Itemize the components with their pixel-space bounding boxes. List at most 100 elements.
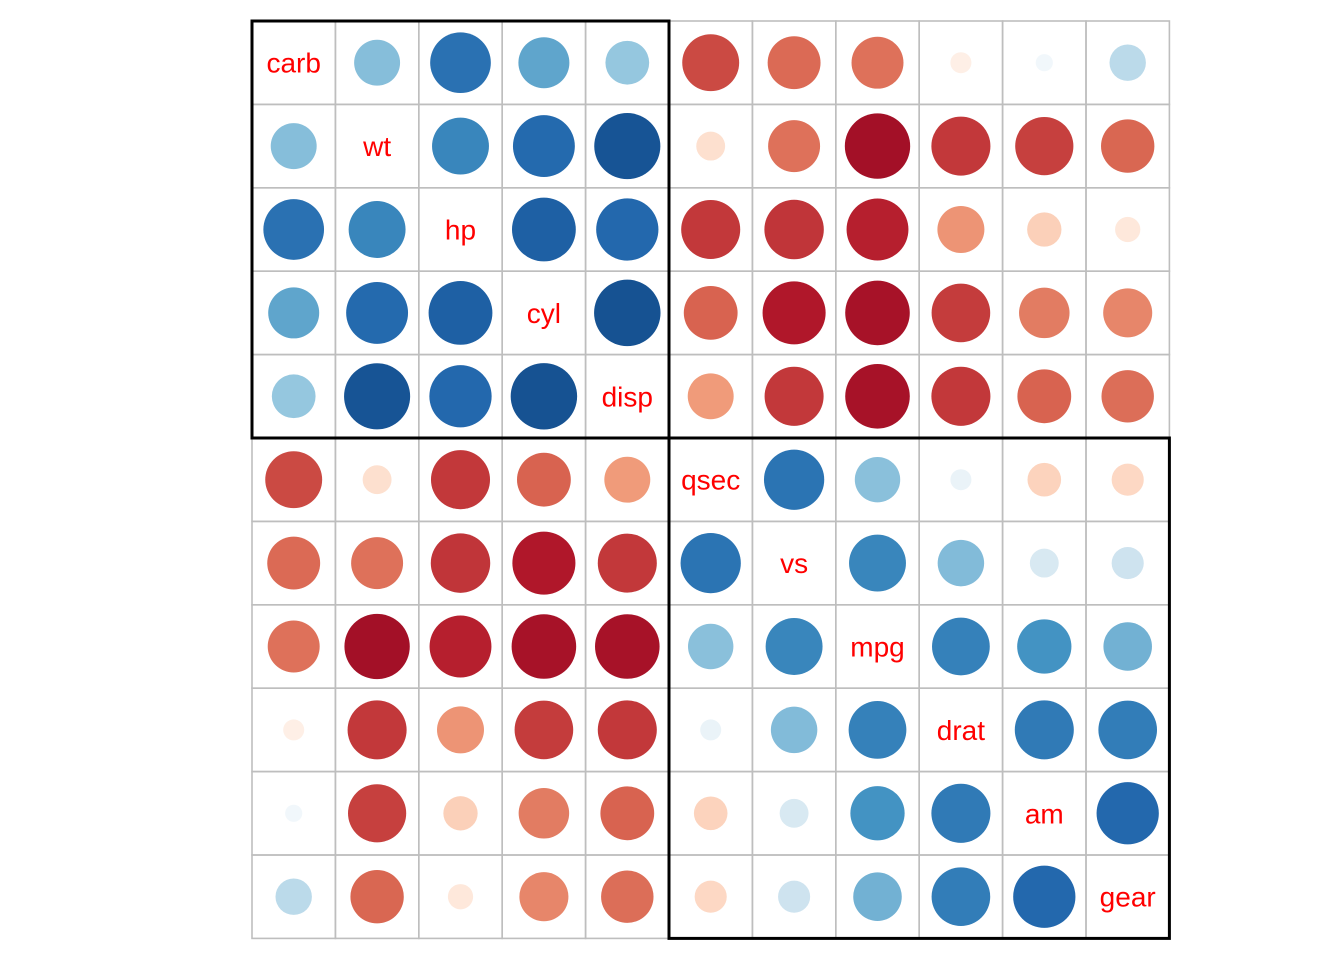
correlation-circle-qsec-carb	[265, 451, 323, 509]
variable-label-wt: wt	[362, 131, 391, 162]
correlation-circle-cyl-drat	[931, 283, 991, 343]
correlation-circle-disp-vs	[764, 366, 824, 426]
correlation-circle-qsec-gear	[1111, 463, 1144, 496]
correlation-circle-cyl-qsec	[683, 285, 738, 340]
correlation-circle-vs-mpg	[849, 534, 906, 592]
correlation-circle-gear-vs	[778, 880, 811, 913]
correlation-circle-gear-hp	[447, 884, 474, 910]
correlation-circle-vs-drat	[937, 539, 985, 587]
correlation-circle-gear-am	[1013, 865, 1076, 928]
correlation-circle-cyl-am	[1019, 287, 1070, 339]
correlation-circle-wt-mpg	[844, 113, 911, 179]
correlation-circle-mpg-cyl	[511, 614, 577, 679]
correlation-circle-mpg-hp	[429, 615, 492, 678]
correlation-circle-cyl-carb	[268, 287, 320, 339]
correlation-circle-wt-vs	[768, 120, 821, 173]
correlation-circle-vs-qsec	[680, 532, 741, 594]
correlation-circle-disp-am	[1017, 369, 1072, 424]
correlation-circle-mpg-qsec	[688, 623, 734, 670]
correlation-circle-wt-drat	[931, 116, 991, 176]
correlation-circle-qsec-mpg	[854, 457, 901, 503]
variable-label-disp: disp	[602, 381, 653, 412]
correlation-circle-gear-qsec	[694, 880, 727, 913]
cluster-boxes	[250, 19, 1171, 940]
correlation-circle-am-mpg	[850, 786, 905, 841]
variable-label-carb: carb	[266, 48, 320, 79]
correlation-circle-drat-wt	[347, 700, 407, 760]
correlation-circle-vs-cyl	[512, 531, 576, 595]
correlation-circle-gear-drat	[931, 867, 991, 927]
correlation-circle-carb-cyl	[518, 37, 570, 89]
correlation-circle-wt-gear	[1101, 119, 1155, 173]
variable-label-gear: gear	[1100, 882, 1156, 913]
variable-label-mpg: mpg	[850, 632, 904, 663]
correlation-circle-disp-drat	[931, 366, 991, 426]
variable-label-qsec: qsec	[681, 465, 740, 496]
correlation-circle-vs-gear	[1111, 547, 1144, 580]
correlation-circle-vs-wt	[351, 537, 404, 590]
correlation-circle-hp-qsec	[681, 199, 741, 260]
correlation-circle-mpg-am	[1017, 619, 1072, 674]
correlation-circle-drat-qsec	[700, 719, 722, 741]
correlation-circle-gear-disp	[601, 870, 654, 923]
correlation-circle-gear-carb	[275, 878, 312, 915]
correlation-circle-drat-hp	[437, 706, 484, 754]
correlation-circle-vs-hp	[430, 533, 491, 593]
correlation-circle-carb-gear	[1109, 44, 1146, 81]
correlation-circle-am-cyl	[518, 788, 570, 839]
correlation-circle-disp-gear	[1101, 370, 1154, 423]
correlation-circle-gear-wt	[350, 870, 404, 924]
correlation-circle-carb-disp	[605, 40, 650, 85]
correlation-circle-mpg-gear	[1103, 622, 1152, 671]
cell-grid: carb wt hp cyl disp qsec vs mpg drat am gear	[251, 20, 1171, 940]
correlation-circle-am-drat	[931, 783, 991, 843]
correlation-circle-carb-wt	[354, 39, 401, 86]
correlation-circle-am-hp	[443, 796, 478, 831]
correlation-circle-drat-am	[1014, 700, 1074, 760]
correlation-circle-disp-cyl	[510, 363, 578, 430]
cluster-box-1	[250, 19, 671, 440]
correlation-circle-hp-wt	[348, 201, 406, 258]
variable-label-hp: hp	[445, 215, 476, 246]
correlation-circle-hp-carb	[263, 199, 325, 260]
correlation-circle-carb-hp	[430, 32, 491, 94]
correlation-circle-qsec-disp	[604, 456, 651, 503]
correlation-circle-vs-am	[1029, 548, 1059, 578]
correlation-circle-wt-qsec	[696, 131, 726, 161]
correlation-circle-carb-qsec	[682, 34, 740, 92]
correlation-circle-disp-hp	[429, 365, 492, 428]
correlation-circle-disp-mpg	[845, 364, 910, 429]
cluster-box-2	[667, 436, 1171, 940]
correlation-circle-carb-vs	[767, 36, 821, 90]
correlation-circle-qsec-am	[1027, 462, 1062, 497]
correlation-circle-carb-mpg	[851, 36, 904, 89]
correlation-circle-am-carb	[285, 804, 303, 822]
correlation-circle-hp-vs	[764, 199, 824, 260]
correlation-circle-qsec-cyl	[516, 452, 571, 507]
correlation-circle-cyl-mpg	[845, 280, 910, 346]
correlation-circle-qsec-vs	[763, 449, 825, 510]
correlation-circle-cyl-hp	[428, 280, 493, 345]
correlation-circle-disp-carb	[271, 374, 316, 419]
correlation-circle-cyl-gear	[1103, 288, 1153, 338]
variable-label-am: am	[1025, 798, 1064, 829]
correlation-circle-vs-carb	[267, 536, 321, 590]
correlation-circle-am-vs	[779, 798, 809, 828]
correlation-circle-wt-cyl	[512, 115, 575, 178]
correlation-circle-qsec-drat	[950, 469, 972, 491]
variable-label-drat: drat	[937, 715, 985, 746]
correlation-circle-mpg-drat	[932, 617, 990, 676]
correlation-circle-drat-vs	[770, 706, 818, 754]
correlation-circle-am-gear	[1096, 782, 1159, 845]
correlation-circle-am-wt	[348, 784, 407, 843]
correlation-circle-mpg-carb	[267, 620, 320, 673]
correlation-circle-mpg-disp	[595, 614, 660, 679]
correlation-circle-qsec-hp	[430, 450, 491, 510]
correlation-circle-carb-am	[1035, 54, 1053, 72]
correlation-circle-cyl-wt	[346, 281, 409, 344]
variable-label-cyl: cyl	[527, 298, 561, 329]
correlation-circle-hp-gear	[1115, 216, 1141, 243]
correlation-circle-hp-disp	[596, 198, 659, 261]
correlation-circle-qsec-wt	[362, 465, 392, 495]
correlation-circle-gear-mpg	[853, 872, 902, 921]
